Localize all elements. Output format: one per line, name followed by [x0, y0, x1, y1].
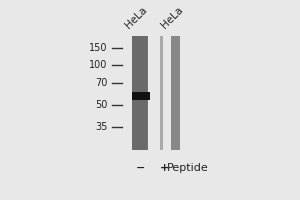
Bar — [132, 36, 150, 150]
Text: HeLa: HeLa — [160, 5, 185, 30]
Text: 150: 150 — [89, 43, 107, 53]
Text: −: − — [136, 163, 146, 173]
Bar — [132, 92, 150, 100]
Text: 70: 70 — [95, 78, 107, 88]
Text: Peptide: Peptide — [167, 163, 208, 173]
Text: 100: 100 — [89, 60, 107, 70]
Bar — [171, 36, 181, 150]
Text: HeLa: HeLa — [123, 5, 149, 30]
Text: 35: 35 — [95, 122, 107, 132]
Bar — [160, 36, 163, 150]
Text: 50: 50 — [95, 100, 107, 110]
Text: +: + — [160, 163, 169, 173]
